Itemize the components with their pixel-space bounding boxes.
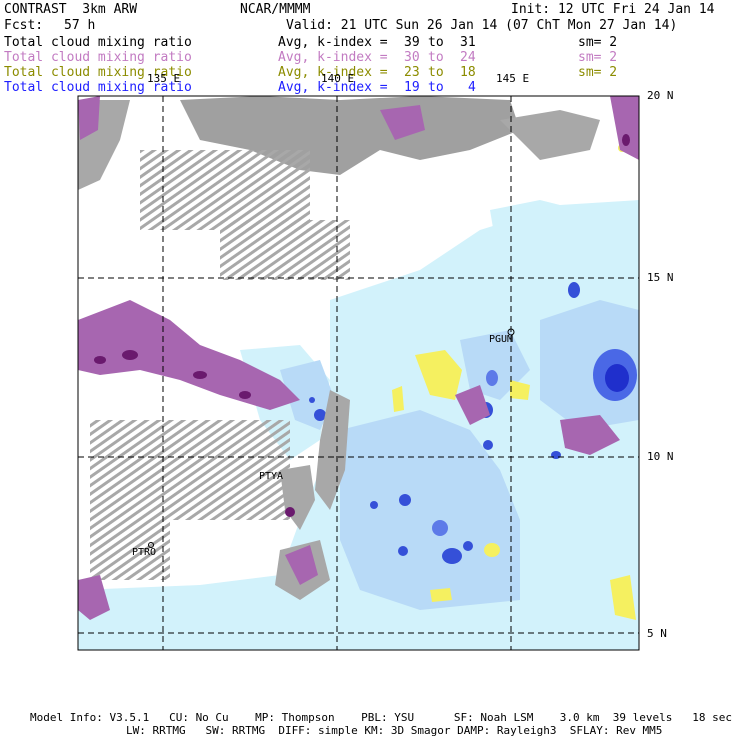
station-marker-ptro	[148, 542, 154, 548]
yellow-cloud-region	[430, 588, 452, 602]
lat-label-10: 10 N	[647, 450, 674, 463]
product-title: CONTRAST 3km ARW	[4, 2, 138, 17]
yellow-cloud-region	[484, 543, 500, 557]
dark-purple-core	[239, 391, 251, 399]
dark-purple-core	[622, 134, 630, 146]
lat-label-5: 5 N	[647, 627, 667, 640]
cloud-core	[370, 501, 378, 509]
cloud-core	[483, 440, 493, 450]
striped-cloud-band	[140, 150, 310, 230]
purple-cloud-region	[285, 545, 318, 585]
grid-lines	[78, 95, 639, 650]
legend-row-stat: Avg, k-index =	[278, 35, 388, 50]
purple-cloud-region	[560, 415, 620, 455]
valid-time: Valid: 21 UTC Sun 26 Jan 14 (07 ChT Mon …	[286, 18, 678, 33]
dark-purple-core	[94, 356, 106, 364]
purple-cloud-region	[610, 96, 639, 160]
cloud-core	[486, 370, 498, 386]
legend-row-field: Total cloud mixing ratio	[4, 80, 192, 95]
dark-purple-core	[122, 350, 138, 360]
legend-row-to: to	[428, 65, 444, 80]
purple-cloud-region	[78, 300, 300, 410]
legend-row-k1: 23	[404, 65, 420, 80]
cloud-core	[399, 494, 411, 506]
legend-row-sm: sm= 2	[578, 50, 618, 65]
cloud-core	[605, 364, 629, 392]
gray-cloud-region	[315, 390, 350, 510]
purple-cloud-region	[78, 96, 100, 140]
legend-row-to: to	[428, 50, 444, 65]
purple-cloud-region	[455, 385, 490, 425]
yellow-cloud-region	[610, 575, 636, 620]
legend-row-stat: Avg, k-index =	[278, 50, 388, 65]
legend-row-to: to	[428, 35, 444, 50]
medium-cloud-region	[340, 410, 520, 610]
legend-row-sm: sm= 2	[578, 35, 618, 50]
cloud-core	[314, 409, 326, 421]
legend-row-field: Total cloud mixing ratio	[4, 50, 192, 65]
yellow-cloud-region	[510, 380, 530, 400]
legend-row-k2: 31	[460, 35, 476, 50]
forecast-hours: 57 h	[64, 18, 96, 33]
legend-row-k1: 39	[404, 35, 420, 50]
purple-cloud-region	[78, 575, 110, 620]
striped-cloud-band	[220, 220, 350, 280]
init-time: Init: 12 UTC Fri 24 Jan 14	[511, 2, 715, 17]
station-label-ptya: PTYA	[259, 471, 284, 482]
legend-row-k1: 30	[404, 50, 420, 65]
cloud-core	[309, 397, 315, 403]
striped-cloud-band	[90, 520, 170, 580]
legend-row-k2: 4	[468, 80, 476, 95]
cloud-core	[398, 546, 408, 556]
dark-purple-core	[285, 507, 295, 517]
legend-row-stat: Avg, k-index =	[278, 80, 388, 95]
lon-label-145: 145 E	[496, 72, 530, 85]
station-label-pgum: PGUM	[489, 334, 514, 345]
cloud-core	[442, 548, 462, 564]
model-info-line2: LW: RRTMG SW: RRTMG DIFF: simple KM: 3D …	[126, 724, 663, 737]
gray-cloud-region	[500, 110, 600, 160]
forecast-label: Fcst:	[4, 18, 44, 33]
organization: NCAR/MMMM	[240, 2, 311, 17]
station-label-ptro: PTRO	[132, 547, 157, 558]
legend-row-field: Total cloud mixing ratio	[4, 35, 192, 50]
lat-label-15: 15 N	[647, 271, 674, 284]
lat-label-20: 20 N	[647, 89, 674, 102]
legend-row-sm: sm= 2	[578, 65, 618, 80]
lon-label-135: 135 E	[147, 72, 181, 85]
legend-row-to: to	[428, 80, 444, 95]
light-cloud-region-north	[490, 200, 639, 300]
station-marker-pgum	[507, 328, 515, 336]
cloud-core	[463, 541, 473, 551]
lon-label-140: 140 E	[321, 72, 355, 85]
legend-row-field: Total cloud mixing ratio	[4, 65, 192, 80]
cloud-core	[568, 282, 580, 298]
model-info-line1: Model Info: V3.5.1 CU: No Cu MP: Thompso…	[30, 711, 732, 724]
cloud-core	[551, 451, 561, 459]
legend-row-k2: 18	[460, 65, 476, 80]
dark-purple-core	[193, 371, 207, 379]
purple-cloud-region	[380, 105, 425, 140]
yellow-cloud-region	[392, 386, 404, 412]
legend-row-k2: 24	[460, 50, 476, 65]
yellow-cloud-region	[415, 350, 462, 400]
striped-cloud-band	[90, 420, 290, 520]
legend-row-k1: 19	[404, 80, 420, 95]
cloud-core	[432, 520, 448, 536]
legend-row-stat: Avg, k-index =	[278, 65, 388, 80]
